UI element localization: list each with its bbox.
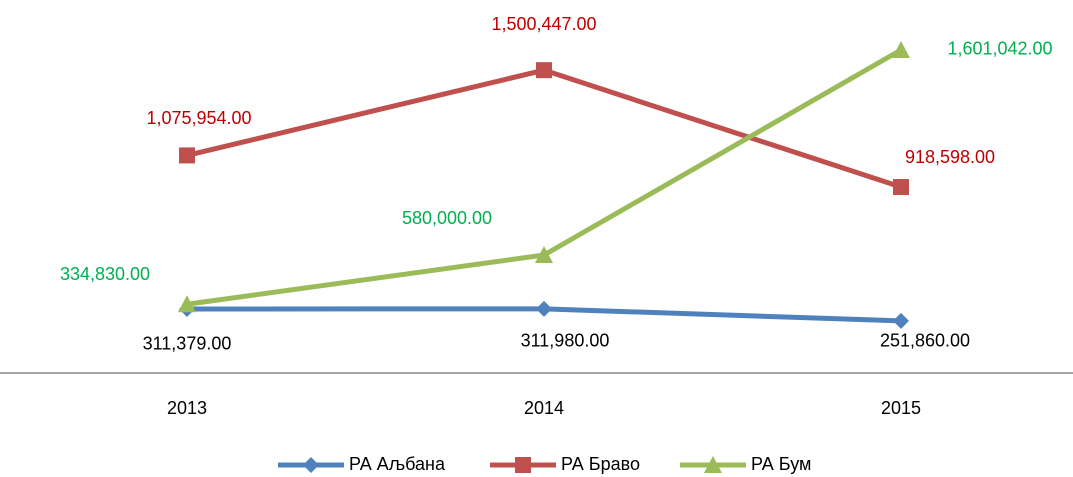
legend-marker [515,457,531,473]
legend-marker [704,456,722,473]
series-line [186,47,903,307]
data-marker [536,62,552,79]
data-marker [535,246,553,264]
legend-marker [303,457,319,473]
data-label: 1,601,042.00 [947,39,1052,59]
data-label: 580,000.00 [402,208,492,228]
x-tick-label: 2014 [524,398,564,418]
x-tick-label: 2013 [167,398,207,418]
data-label: 251,860.00 [880,331,970,351]
data-marker [892,40,910,58]
legend-label: РА Бум [751,454,811,474]
data-label: 311,980.00 [521,331,610,351]
data-marker [536,300,552,317]
x-tick-label: 2015 [881,398,921,418]
data-label: 1,075,954.00 [146,108,251,128]
data-label: 1,500,447.00 [491,14,596,34]
data-marker [179,147,195,164]
legend-label: РА Аљбана [349,454,446,474]
series-line [186,67,902,190]
data-marker [893,179,909,196]
data-label: 918,598.00 [905,147,995,167]
data-label: 311,379.00 [143,334,232,354]
legend-label: РА Браво [561,454,640,474]
data-label: 334,830.00 [60,264,150,284]
data-marker [893,312,909,329]
data-marker [178,295,196,313]
